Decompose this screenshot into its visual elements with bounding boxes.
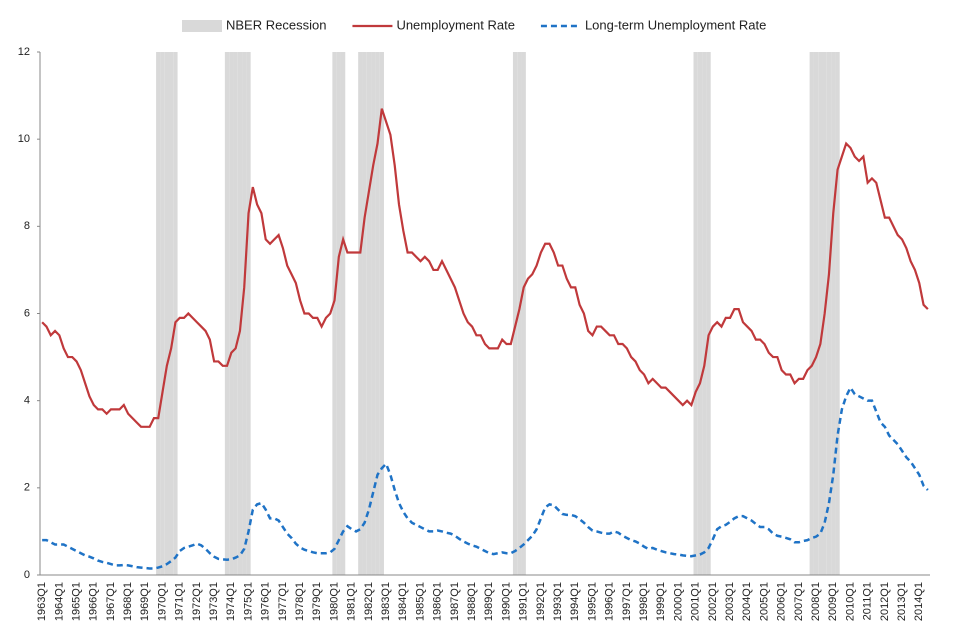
- recession-bar: [831, 52, 836, 575]
- line-series: [41, 108, 929, 428]
- recession-bar: [242, 52, 247, 575]
- recession-bar: [366, 52, 372, 575]
- y-tick-label: 10: [18, 133, 30, 145]
- x-tick-label: 1972Q1: [191, 582, 203, 621]
- x-tick-label: 1997Q1: [621, 582, 633, 621]
- recession-bar: [706, 52, 711, 575]
- x-tick-label: 1983Q1: [380, 582, 392, 621]
- x-tick-label: 2013Q1: [896, 582, 908, 621]
- recession-bar: [371, 52, 376, 575]
- x-tick-label: 1964Q1: [53, 582, 65, 621]
- recession-bar: [702, 52, 707, 575]
- x-tick-label: 2001Q1: [690, 582, 702, 621]
- y-tick-label: 12: [18, 46, 30, 58]
- recession-bar: [237, 52, 243, 575]
- x-tick-label: 1987Q1: [449, 582, 461, 621]
- x-tick-label: 1970Q1: [156, 582, 168, 621]
- x-tick-label: 1996Q1: [604, 582, 616, 621]
- x-tick-label: 1994Q1: [569, 582, 581, 621]
- x-tick-label: 2006Q1: [776, 582, 788, 621]
- x-tick-label: 1995Q1: [586, 582, 598, 621]
- x-tick-label: 1985Q1: [414, 582, 426, 621]
- y-tick-label: 2: [24, 482, 30, 494]
- recession-bar: [835, 52, 840, 575]
- legend-swatch: [182, 20, 222, 32]
- y-tick-label: 8: [24, 220, 30, 232]
- recession-bar: [156, 52, 161, 575]
- recession-bar: [826, 52, 832, 575]
- x-tick-label: 2012Q1: [879, 582, 891, 621]
- y-tick-label: 6: [24, 307, 30, 319]
- x-tick-label: 2011Q1: [862, 582, 874, 620]
- x-tick-label: 1993Q1: [552, 582, 564, 621]
- recession-bar: [340, 52, 346, 575]
- x-tick-label: 2008Q1: [810, 582, 822, 621]
- x-tick-label: 1991Q1: [518, 582, 530, 621]
- recession-bar: [160, 52, 165, 575]
- x-tick-label: 1980Q1: [328, 582, 340, 621]
- x-tick-label: 1986Q1: [432, 582, 444, 621]
- recession-bar: [362, 52, 367, 575]
- x-tick-label: 2009Q1: [827, 582, 839, 621]
- x-tick-label: 1974Q1: [225, 582, 237, 621]
- recession-bar: [818, 52, 823, 575]
- x-tick-label: 2007Q1: [793, 582, 805, 621]
- recession-bar: [693, 52, 698, 575]
- x-tick-label: 2005Q1: [758, 582, 770, 621]
- recession-bar: [379, 52, 384, 575]
- x-tick-label: 2010Q1: [844, 582, 856, 621]
- recession-bar: [246, 52, 251, 575]
- x-tick-label: 1982Q1: [363, 582, 375, 621]
- x-tick-label: 1978Q1: [294, 582, 306, 621]
- recession-bar: [336, 52, 341, 575]
- x-tick-label: 1988Q1: [466, 582, 478, 621]
- x-tick-label: 1975Q1: [242, 582, 254, 621]
- x-tick-label: 2014Q1: [913, 582, 925, 621]
- legend-label: NBER Recession: [226, 17, 326, 32]
- x-tick-label: 1989Q1: [483, 582, 495, 621]
- x-tick-label: 1967Q1: [105, 582, 117, 621]
- x-tick-label: 1992Q1: [535, 582, 547, 621]
- x-tick-label: 1969Q1: [139, 582, 151, 621]
- recession-bar: [813, 52, 819, 575]
- recession-bar: [233, 52, 238, 575]
- x-tick-label: 2004Q1: [741, 582, 753, 621]
- x-tick-label: 1968Q1: [122, 582, 134, 621]
- line-series: [42, 385, 929, 570]
- y-tick-label: 4: [24, 395, 30, 407]
- recession-bar: [697, 52, 703, 575]
- x-tick-label: 1966Q1: [88, 582, 100, 621]
- x-tick-label: 1965Q1: [70, 582, 82, 621]
- x-tick-label: 1998Q1: [638, 582, 650, 621]
- x-tick-label: 1976Q1: [260, 582, 272, 621]
- recession-bar: [521, 52, 526, 575]
- x-tick-label: 1984Q1: [397, 582, 409, 621]
- recession-bar: [358, 52, 363, 575]
- recession-bar: [229, 52, 234, 575]
- recession-bar: [809, 52, 814, 575]
- x-tick-label: 1971Q1: [174, 582, 186, 621]
- x-tick-label: 1990Q1: [500, 582, 512, 621]
- x-tick-label: 1963Q1: [36, 582, 48, 621]
- x-tick-label: 1973Q1: [208, 582, 220, 621]
- recession-bar: [224, 52, 230, 575]
- legend-label: Unemployment Rate: [396, 17, 515, 32]
- y-tick-label: 0: [24, 569, 30, 581]
- recession-bar: [375, 52, 380, 575]
- x-tick-label: 2000Q1: [672, 582, 684, 621]
- recession-bar: [332, 52, 337, 575]
- recession-bar: [164, 52, 169, 575]
- x-tick-label: 1979Q1: [311, 582, 323, 621]
- x-tick-label: 2003Q1: [724, 582, 736, 621]
- x-tick-label: 1981Q1: [346, 582, 358, 621]
- x-tick-label: 1977Q1: [277, 582, 289, 621]
- x-tick-label: 1999Q1: [655, 582, 667, 621]
- recession-bar: [168, 52, 174, 575]
- recession-bar: [512, 52, 518, 575]
- legend-label: Long-term Unemployment Rate: [585, 17, 766, 32]
- recession-bar: [173, 52, 178, 575]
- x-tick-label: 2002Q1: [707, 582, 719, 621]
